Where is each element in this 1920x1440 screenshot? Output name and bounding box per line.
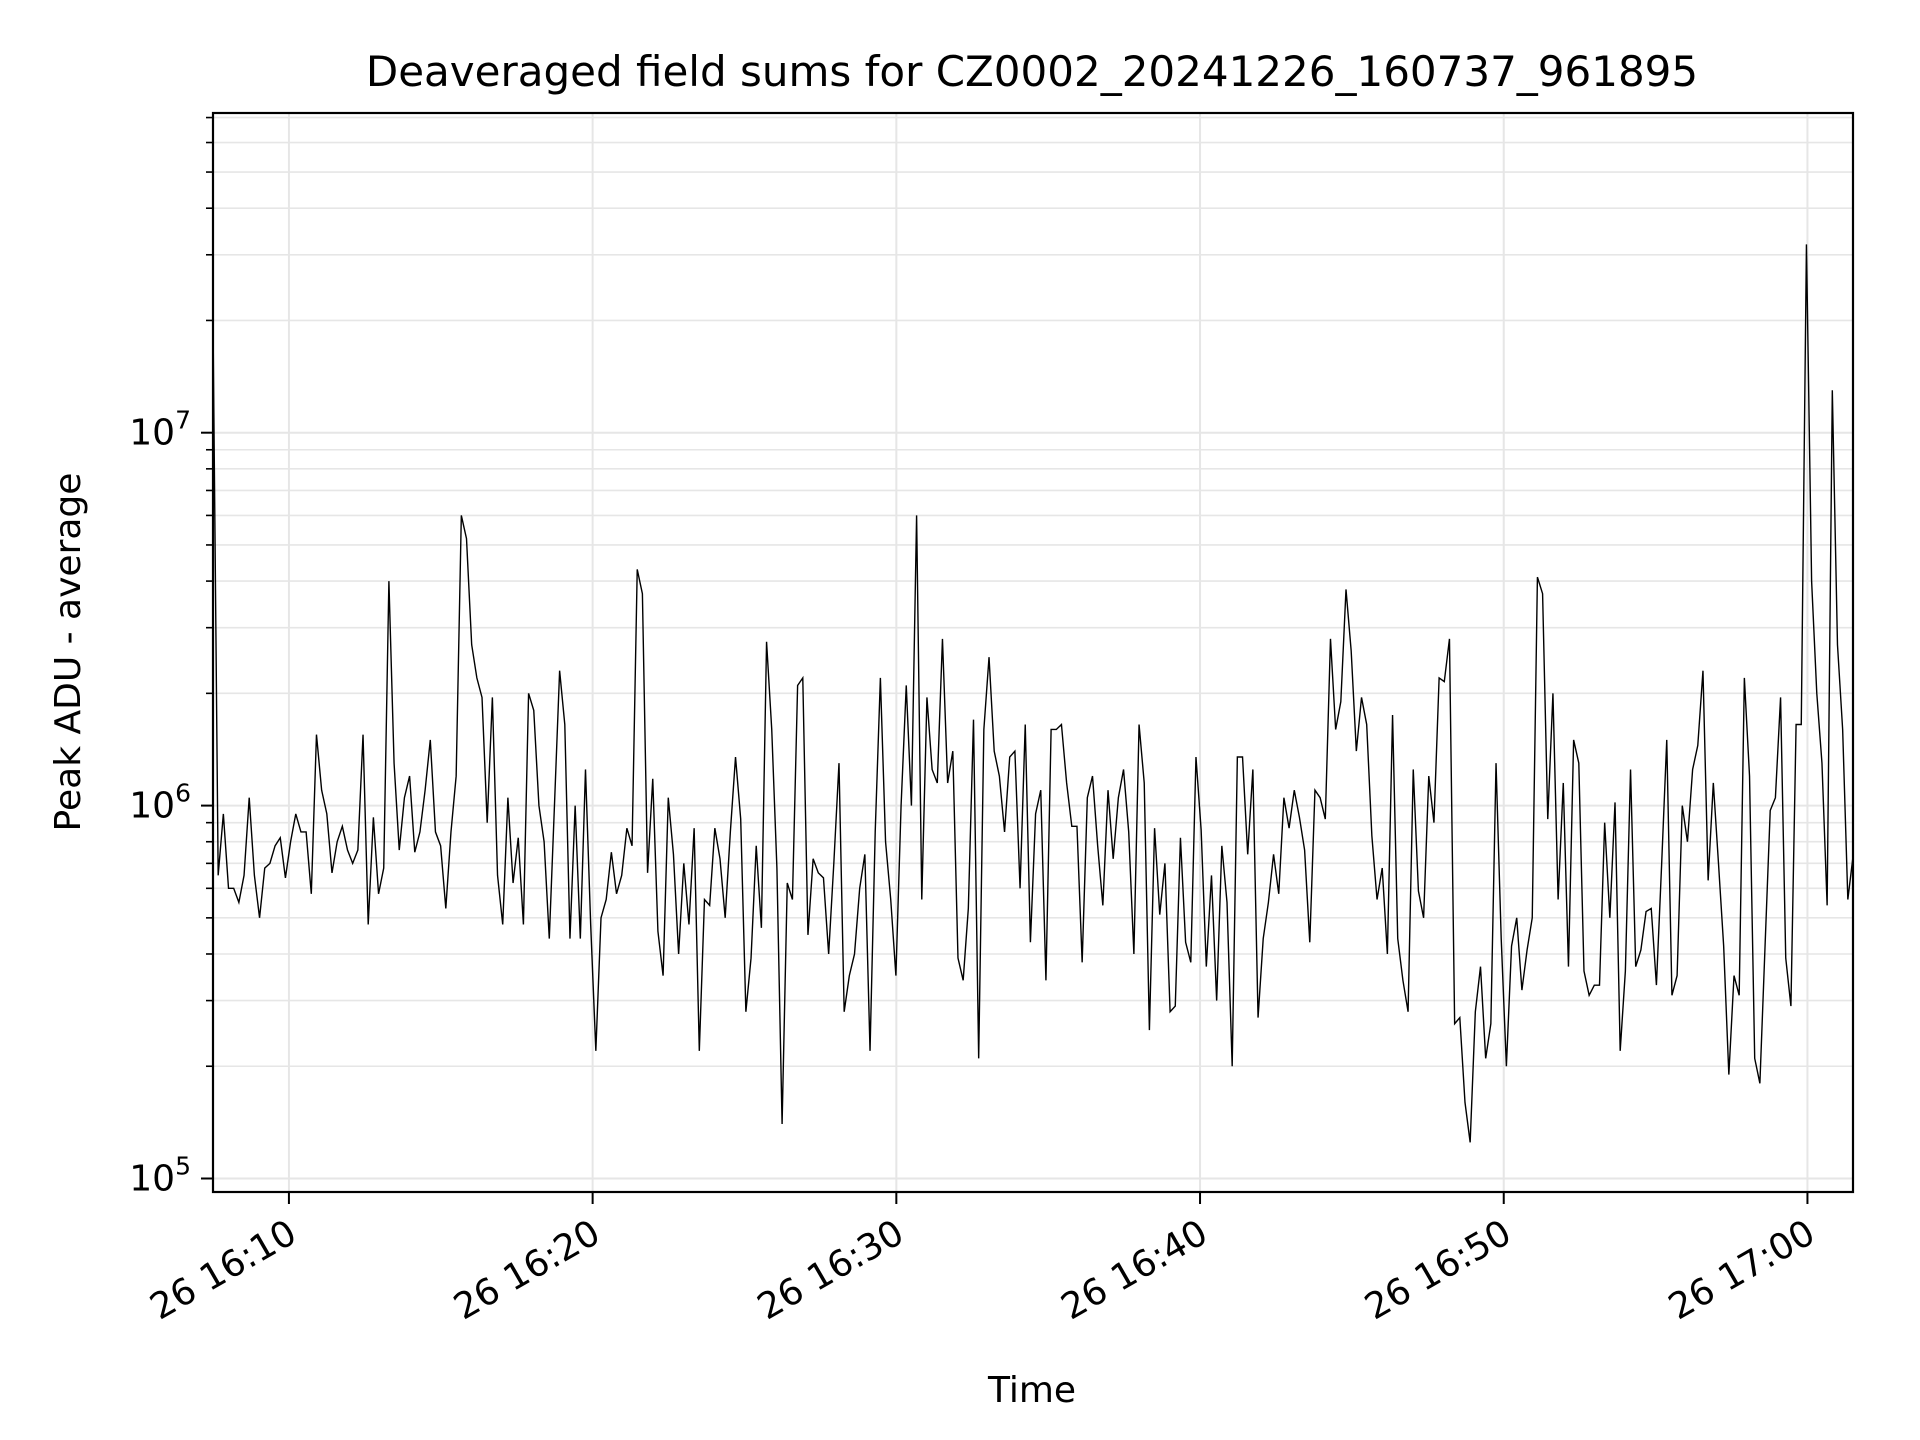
data-series <box>212 244 1854 1143</box>
x-axis-label: Time <box>987 1370 1076 1411</box>
y-tick-label: 105 <box>129 1151 191 1199</box>
chart-title: Deaveraged field sums for CZ0002_2024122… <box>366 47 1698 96</box>
y-tick-label: 107 <box>129 406 191 454</box>
y-tick-label: 106 <box>129 779 191 827</box>
y-axis: 105 106 107 <box>129 116 213 1199</box>
plot-frame <box>211 111 1855 1194</box>
grid <box>213 113 1853 1192</box>
y-axis-label: Peak ADU - average <box>48 473 89 832</box>
series-line <box>212 244 1854 1143</box>
